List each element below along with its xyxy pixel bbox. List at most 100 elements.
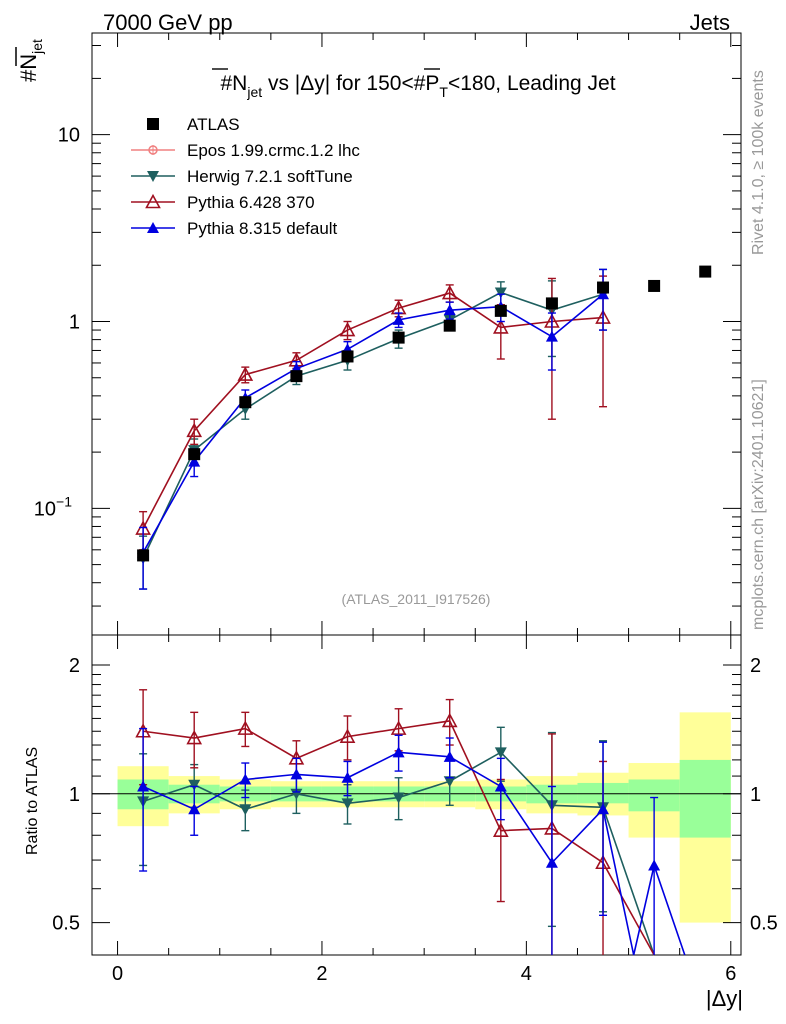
ratio-tick-label-right: 1 <box>750 784 761 806</box>
point-pythia8 <box>545 330 558 342</box>
ratio-point-pythia8 <box>290 768 303 780</box>
ratio-y-ticks: 0.5 0.5 1 1 2 2 <box>52 655 778 935</box>
legend: ATLAS Epos 1.99.crmc.1.2 lhc Herwig 7.2.1 … <box>131 115 360 238</box>
legend-label-pythia8: Pythia 8.315 default <box>187 219 338 238</box>
title-n: N <box>232 72 247 95</box>
rivet-side-label: Rivet 4.1.0, ≥ 100k events <box>750 70 767 255</box>
ratio-frame <box>91 634 742 956</box>
legend-marker-atlas <box>147 118 159 130</box>
ratio-point-pythia8 <box>545 856 558 868</box>
legend-marker-herwig <box>147 171 159 182</box>
ratio-panel: 0 2 4 6 0.5 0.5 1 1 2 2 <box>52 33 778 985</box>
series-atlas <box>137 265 712 562</box>
point-herwig <box>494 287 507 299</box>
y-tick-label: 10−1 <box>34 493 72 520</box>
ratio-point-pythia8 <box>443 750 456 762</box>
x-tick-label: 6 <box>725 963 736 985</box>
legend-entry-pythia8: Pythia 8.315 default <box>131 219 338 238</box>
analysis-watermark: (ATLAS_2011_I917526) <box>342 591 491 607</box>
ratio-point-pythia6 <box>237 720 254 735</box>
ratio-point-pythia8 <box>648 859 661 871</box>
y-tick-label: 1 <box>69 312 80 334</box>
ratio-point-herwig <box>188 779 201 791</box>
ratio-tick-label-right: 0.5 <box>750 913 778 935</box>
ratio-point-pythia8 <box>341 771 354 783</box>
y-tick-base: 10 <box>34 498 56 520</box>
y-tick-exponent: −1 <box>56 493 72 509</box>
point-atlas <box>392 331 405 344</box>
ylabel-sub: jet <box>29 39 45 55</box>
series-herwig <box>137 268 610 590</box>
ratio-point-pythia6 <box>492 822 509 837</box>
series-line-herwig <box>142 291 604 559</box>
ratio-series-pythia6 <box>135 689 655 956</box>
point-atlas <box>545 297 558 310</box>
ratio-point-pythia8 <box>239 773 252 785</box>
legend-label-epos: Epos 1.99.crmc.1.2 lhc <box>187 141 360 160</box>
main-ylabel: #Njet <box>15 39 45 82</box>
x-tick-label: 0 <box>112 963 123 985</box>
legend-entry-atlas: ATLAS <box>147 115 240 134</box>
ratio-point-pythia8 <box>392 746 405 758</box>
ratio-point-pythia6 <box>186 729 203 745</box>
series-pythia6 <box>135 275 611 551</box>
series-pythia8 <box>137 268 610 590</box>
energy-label: 7000 GeV pp <box>103 10 233 35</box>
ratio-point-pythia6 <box>339 728 356 743</box>
x-tick-label: 2 <box>316 963 327 985</box>
point-atlas <box>290 370 303 383</box>
ratio-tick-label-left: 0.5 <box>52 913 80 935</box>
point-pythia8 <box>443 304 456 316</box>
series-line-pythia8 <box>142 293 604 553</box>
series-line-pythia6 <box>142 292 604 529</box>
point-pythia8 <box>597 288 610 300</box>
point-pythia6 <box>492 319 509 334</box>
ratio-tick-label-left: 2 <box>69 655 80 677</box>
legend-entry-epos: Epos 1.99.crmc.1.2 lhc <box>131 141 360 160</box>
point-atlas <box>648 279 661 292</box>
chart-title: #Njet vs |Δy| for 150<#PT<180, Leading J… <box>220 72 615 100</box>
ratio-series-pythia8 <box>137 727 686 956</box>
point-pythia6 <box>186 422 203 438</box>
ratio-series-herwig <box>137 726 655 956</box>
ratio-point-pythia6 <box>390 720 407 735</box>
x-ticks: 0 2 4 6 <box>112 33 736 985</box>
legend-entry-herwig: Herwig 7.2.1 softTune <box>131 167 353 186</box>
point-pythia6 <box>339 321 356 337</box>
ratio-tick-label-left: 1 <box>69 784 80 806</box>
legend-marker-pythia8 <box>147 222 159 233</box>
ratio-tick-label-right: 2 <box>750 655 761 677</box>
ratio-point-pythia8 <box>494 780 507 792</box>
point-atlas <box>188 448 201 461</box>
point-atlas <box>341 350 354 363</box>
point-pythia8 <box>392 313 405 325</box>
legend-entry-pythia6: Pythia 6.428 370 <box>131 193 315 212</box>
y-tick-base: 1 <box>69 312 80 334</box>
ratio-point-herwig <box>443 776 456 788</box>
jets-label: Jets <box>690 10 730 35</box>
point-atlas <box>597 281 610 294</box>
band-inner-11 <box>679 759 731 838</box>
ratio-point-herwig <box>494 747 507 759</box>
point-atlas <box>239 396 252 409</box>
point-pythia6 <box>237 366 254 381</box>
point-pythia8 <box>188 455 201 467</box>
svg-text:#Njet: #Njet <box>16 39 45 82</box>
point-pythia6 <box>441 284 458 300</box>
point-atlas <box>443 319 456 332</box>
ratio-bands <box>117 712 731 923</box>
y-tick-base: 10 <box>58 125 80 147</box>
legend-marker-pythia6 <box>145 193 161 209</box>
ratio-point-pythia8 <box>188 803 201 815</box>
ylabel-main: #N <box>16 54 41 82</box>
x-tick-label: 4 <box>521 963 532 985</box>
point-atlas <box>494 304 507 317</box>
xlabel: |Δy| <box>706 986 743 1011</box>
ratio-ylabel: Ratio to ATLAS <box>24 747 41 855</box>
mcplots-side-label: mcplots.cern.ch [arXiv:2401.10621] <box>750 379 767 630</box>
ratio-point-herwig <box>239 804 252 816</box>
legend-label-herwig: Herwig 7.2.1 softTune <box>187 167 353 186</box>
